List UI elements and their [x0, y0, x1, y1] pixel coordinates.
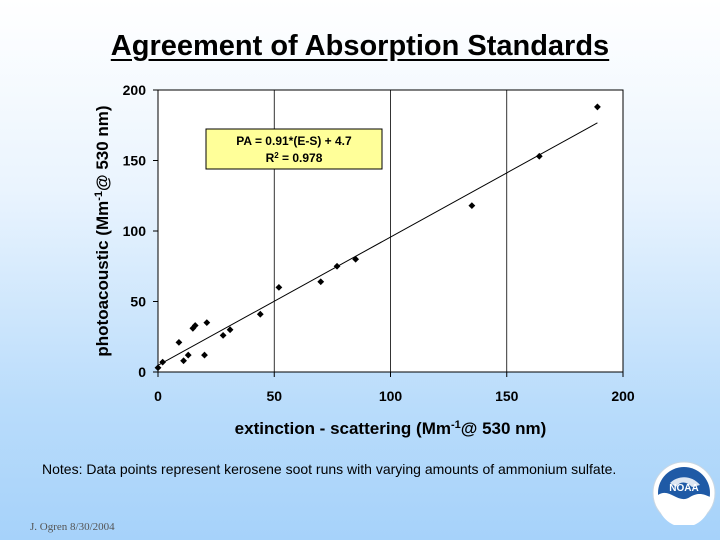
data-point: [159, 358, 167, 366]
data-point: [352, 255, 360, 263]
data-point: [154, 364, 162, 372]
y-tick-label: 150: [123, 153, 147, 169]
data-point: [201, 351, 208, 359]
noaa-logo-icon: NOAA: [652, 461, 716, 525]
equation-text: PA = 0.91*(E-S) + 4.7: [236, 134, 352, 148]
y-tick-label: 0: [138, 364, 146, 380]
data-point: [219, 331, 227, 339]
data-point: [203, 319, 211, 327]
grid-lines: [273, 90, 624, 372]
data-points: [154, 103, 601, 372]
notes-text: Notes: Data points represent kerosene so…: [42, 461, 617, 477]
equation-box: PA = 0.91*(E-S) + 4.7 R2 = 0.978: [205, 128, 383, 170]
y-tick-label: 100: [123, 223, 147, 239]
trend-line: [157, 122, 598, 366]
data-point: [594, 103, 601, 111]
x-tick-label: 50: [266, 388, 282, 404]
x-tick-label: 0: [154, 388, 162, 404]
x-tick-label: 150: [495, 388, 519, 404]
data-point: [226, 326, 234, 334]
page-title: Agreement of Absorption Standards: [110, 30, 610, 62]
y-tick-label: 50: [130, 294, 146, 310]
equation-box-background: [205, 128, 383, 170]
data-point: [275, 284, 283, 291]
logo-text: NOAA: [669, 483, 698, 494]
x-tick-label: 200: [611, 388, 635, 404]
data-point: [256, 310, 264, 318]
data-point: [333, 262, 341, 270]
x-ticks: 0 50 100 150 200: [154, 372, 635, 404]
data-point: [317, 278, 325, 286]
data-point: [175, 338, 183, 346]
y-tick-label: 200: [123, 82, 147, 98]
x-axis-label: extinction - scattering (Mm-1@ 530 nm): [235, 419, 547, 438]
data-point: [184, 351, 192, 359]
data-point: [535, 152, 543, 160]
x-tick-label: 100: [379, 388, 403, 404]
y-axis-label: photoacoustic (Mm-1@ 530 nm): [93, 105, 112, 356]
data-point: [180, 357, 187, 365]
data-point: [191, 322, 199, 329]
r-squared-text: R2 = 0.978: [266, 151, 323, 166]
data-point: [468, 202, 476, 210]
y-ticks: 0 50 100 150 200: [123, 82, 158, 380]
footer-author-date: J. Ogren 8/30/2004: [30, 521, 115, 533]
